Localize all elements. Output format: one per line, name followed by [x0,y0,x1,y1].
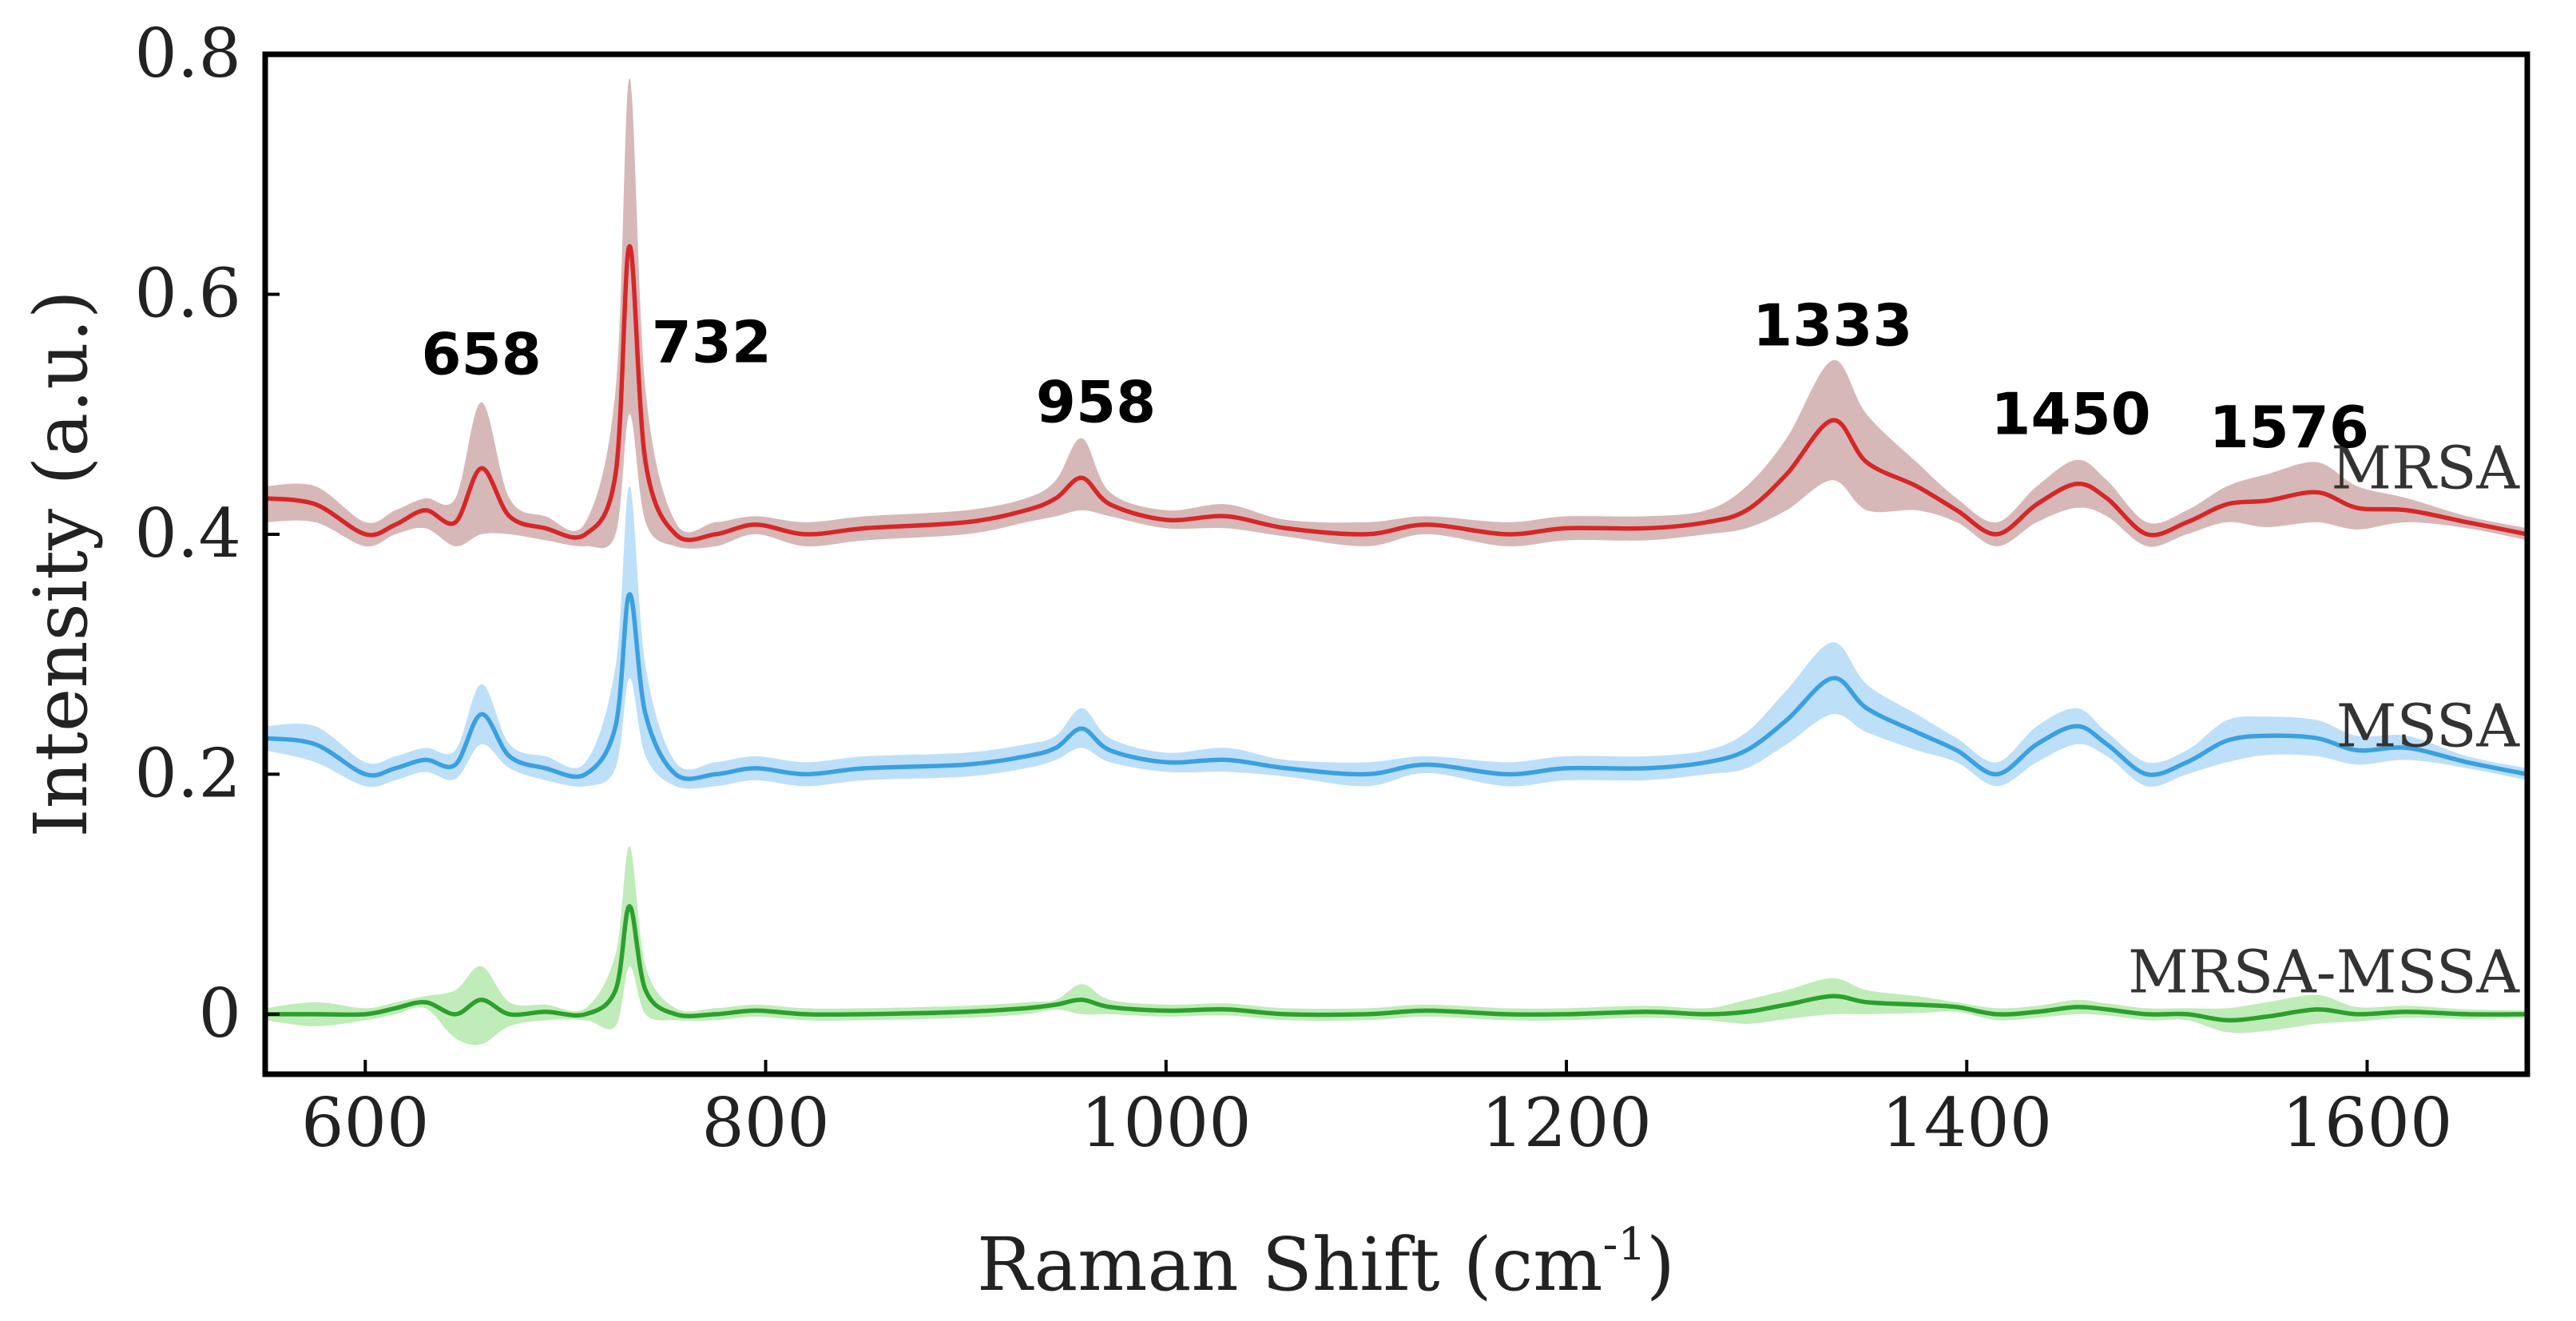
y-axis-title: Intensity (a.u.) [18,290,104,837]
peak-label-958: 958 [1036,369,1156,436]
x-axis-title-end: ) [1646,1222,1675,1307]
confidence-bands [265,78,2527,1045]
y-tick-label: 0.8 [134,14,241,93]
y-tick-label: 0.4 [134,494,241,573]
series-label-mrsa-mssa: MRSA-MSSA [2128,938,2520,1006]
peak-label-1576: 1576 [2209,394,2369,461]
line-mrsa-mssa [265,903,2528,1023]
line-mrsa [264,244,2528,542]
band-mrsa-mssa [265,846,2527,1045]
x-tick-label: 1600 [2282,1084,2453,1162]
x-axis-title-superscript: -1 [1602,1219,1646,1271]
x-tick-label: 1400 [1881,1084,2052,1162]
peak-label-1450: 1450 [1991,381,2150,448]
y-axis-ticks: 0 0.2 0.4 0.6 0.8 [134,14,280,1053]
series-labels: MRSA MSSA MRSA-MSSA [2128,434,2520,1006]
y-tick-label: 0 [199,974,241,1053]
peak-label-658: 658 [422,321,542,388]
y-tick-label: 0.2 [134,734,241,812]
peak-annotations: 658 732 958 1333 1450 1576 [422,292,2369,462]
x-axis-title: Raman Shift (cm-1) [977,1219,1675,1307]
x-tick-label: 800 [701,1084,829,1162]
spectrum-lines [264,244,2528,1023]
peak-label-1333: 1333 [1752,292,1912,359]
plot-area-frame [262,51,2530,1077]
series-label-mssa: MSSA [2336,692,2521,760]
x-tick-label: 1000 [1081,1084,1252,1162]
x-tick-label: 1200 [1481,1084,1652,1162]
x-axis-ticks: 600 800 1000 1200 1400 1600 [301,1060,2452,1162]
peak-label-732: 732 [652,309,772,376]
y-tick-label: 0.6 [134,254,241,332]
band-mrsa [265,78,2527,549]
x-tick-label: 600 [301,1084,429,1162]
series-label-mrsa: MRSA [2331,434,2520,502]
line-mssa [264,592,2528,781]
x-axis-title-main: Raman Shift (cm [977,1222,1602,1307]
